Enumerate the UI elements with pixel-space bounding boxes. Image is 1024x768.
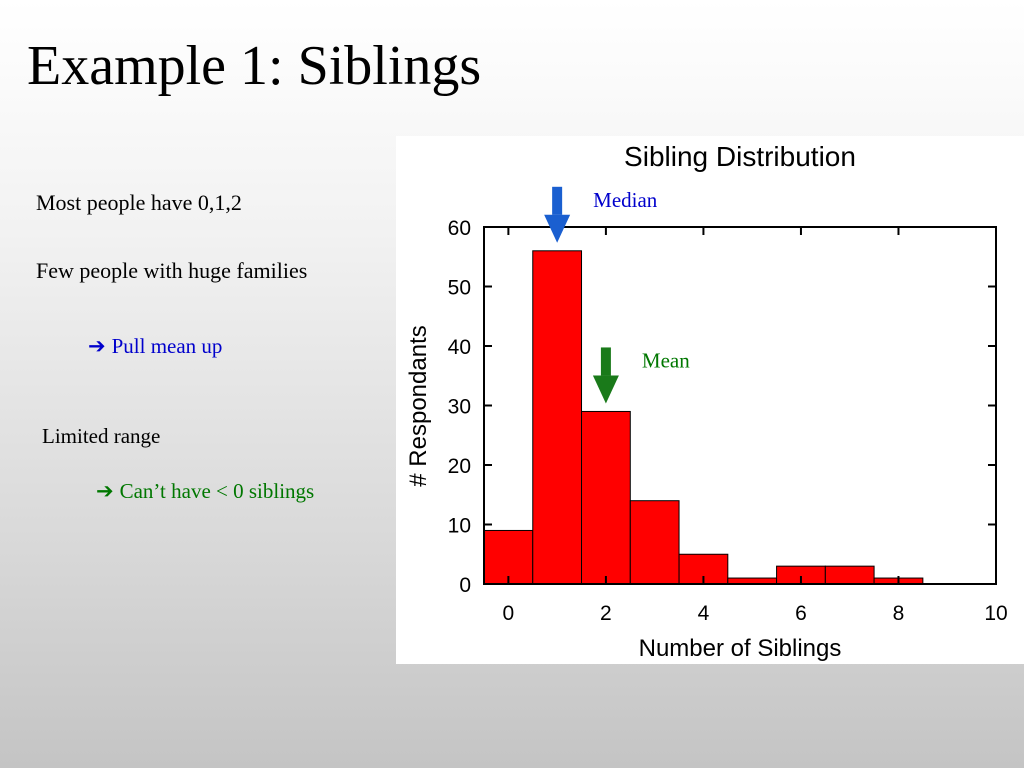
y-tick-label: 40 — [448, 336, 471, 359]
histogram-chart: Sibling Distribution Number of Siblings … — [405, 141, 1008, 662]
histogram-bar — [629, 500, 680, 585]
bullet-limited-range: Limited range — [42, 424, 161, 448]
x-axis-label: Number of Siblings — [639, 635, 842, 662]
down-arrow-icon — [592, 375, 619, 404]
histogram-bar — [824, 565, 875, 585]
x-tick-label: 6 — [795, 602, 807, 625]
y-tick-label: 20 — [448, 455, 471, 478]
sub-bullet-cant-have: ➔ Can’t have < 0 siblings — [96, 481, 314, 502]
arrow-shaft — [552, 186, 563, 215]
cant-have-text: Can’t have < 0 siblings — [119, 479, 315, 503]
annotation-arrow-median — [544, 186, 571, 243]
bullet-few-people: Few people with huge families — [36, 258, 308, 283]
y-tick-label: 10 — [448, 515, 471, 538]
bullet-most-people: Most people have 0,1,2 — [36, 190, 242, 215]
annotation-arrow-mean — [592, 347, 619, 404]
x-tick-label: 4 — [698, 602, 710, 625]
histogram-bar — [483, 529, 534, 585]
y-tick-label: 50 — [448, 277, 471, 300]
x-tick-label: 2 — [600, 602, 612, 625]
y-tick-label: 30 — [448, 396, 471, 419]
y-tick-label: 0 — [459, 574, 471, 597]
histogram-bar — [581, 410, 631, 585]
x-tick-label: 10 — [984, 602, 1007, 625]
sub-bullet-pull-mean: ➔ Pull mean up — [88, 336, 222, 357]
annotation-label-mean: Mean — [642, 348, 690, 372]
right-arrow-icon: ➔ — [96, 479, 114, 503]
annotation-label-median: Median — [593, 188, 658, 212]
slide-title: Example 1: Siblings — [27, 35, 482, 97]
x-tick-label: 8 — [893, 602, 905, 625]
y-axis-label: # Respondants — [405, 325, 432, 486]
plot-area: 0 10 20 30 40 50 60 0 2 4 6 8 10 Median Mean — [448, 186, 1008, 625]
chart-panel: Sibling Distribution Number of Siblings … — [396, 136, 1024, 664]
pull-mean-text: Pull mean up — [111, 334, 223, 358]
histogram-bar — [532, 250, 583, 585]
x-tick-label: 0 — [503, 602, 515, 625]
right-arrow-icon: ➔ — [88, 334, 106, 358]
y-tick-label: 60 — [448, 217, 471, 240]
down-arrow-icon — [544, 214, 571, 243]
chart-title: Sibling Distribution — [624, 141, 856, 172]
arrow-shaft — [600, 347, 611, 376]
